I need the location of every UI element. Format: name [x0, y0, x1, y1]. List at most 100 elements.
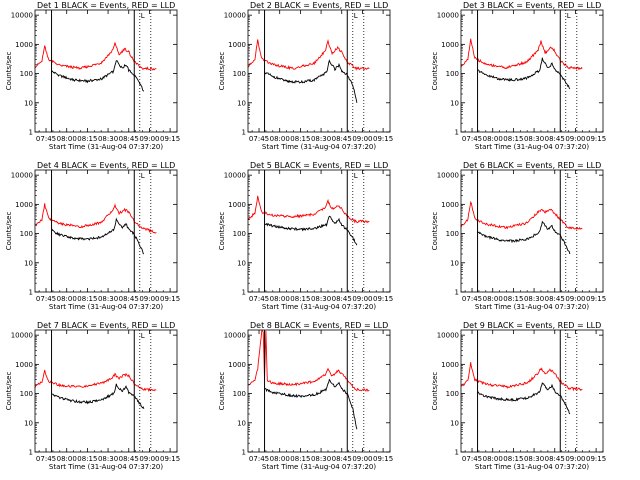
- y-axis-label: Counts/sec: [218, 372, 226, 411]
- detector-panel: Det 4 BLACK = Events, RED = LLD L 1 10 100 10…: [5, 161, 180, 311]
- x-tick-label: 08:45: [545, 135, 565, 143]
- y-tick-label: 1000: [15, 201, 33, 209]
- x-tick-label: 07:45: [462, 135, 482, 143]
- lld-series-line: [460, 200, 583, 230]
- y-tick-label: 10: [24, 259, 33, 267]
- x-tick-label: 08:00: [57, 295, 77, 303]
- y-tick-label: 1000: [441, 201, 459, 209]
- x-tick-label: 08:30: [311, 455, 331, 463]
- lld-series-line: [247, 38, 370, 71]
- events-series-line: [477, 220, 571, 255]
- plot-frame: [460, 9, 604, 133]
- x-axis-label: Start Time (31-Aug-04 07:37:20): [262, 303, 376, 311]
- x-tick-label: 08:30: [524, 455, 544, 463]
- x-tick-label: 08:15: [290, 135, 310, 143]
- y-tick-label: 100: [233, 230, 246, 238]
- y-axis-label: Counts/sec: [431, 212, 439, 251]
- x-tick-label: 08:45: [119, 455, 139, 463]
- y-axis-label: Counts/sec: [431, 52, 439, 91]
- lld-series-line: [460, 38, 583, 71]
- y-tick-label: 10000: [11, 172, 33, 180]
- marker-flag-label: L: [141, 332, 145, 340]
- panel-title: Det 2 BLACK = Events, RED = LLD: [250, 1, 388, 10]
- x-tick-label: 09:00: [352, 455, 372, 463]
- x-tick-label: 08:15: [503, 295, 523, 303]
- y-tick-label: 100: [20, 70, 33, 78]
- x-tick-label: 07:45: [249, 455, 269, 463]
- x-tick-label: 08:45: [545, 295, 565, 303]
- y-tick-label: 1000: [15, 41, 33, 49]
- x-tick-label: 08:15: [77, 295, 97, 303]
- x-tick-label: 08:45: [119, 295, 139, 303]
- x-tick-label: 07:45: [249, 135, 269, 143]
- y-tick-label: 1: [242, 449, 246, 457]
- y-tick-label: 100: [20, 390, 33, 398]
- x-tick-label: 08:15: [503, 455, 523, 463]
- x-tick-label: 08:00: [483, 455, 503, 463]
- y-tick-label: 1: [242, 289, 246, 297]
- x-axis-label: Start Time (31-Aug-04 07:37:20): [262, 143, 376, 151]
- events-series-line: [51, 60, 145, 92]
- y-tick-label: 10: [450, 259, 459, 267]
- x-tick-label: 09:00: [139, 455, 159, 463]
- plot-frame: [34, 169, 178, 293]
- y-tick-label: 1: [29, 129, 33, 137]
- lld-series-line: [34, 369, 157, 393]
- x-tick-label: 08:45: [332, 135, 352, 143]
- x-tick-label: 09:00: [565, 455, 585, 463]
- x-tick-label: 08:15: [290, 295, 310, 303]
- x-tick-label: 08:30: [98, 455, 118, 463]
- y-tick-label: 10: [24, 99, 33, 107]
- plot-frame: [460, 329, 604, 453]
- lld-series-line: [247, 195, 370, 224]
- detector-panel: Det 7 BLACK = Events, RED = LLD L 1 10 100 10…: [5, 321, 180, 471]
- x-tick-label: 09:00: [565, 135, 585, 143]
- y-tick-label: 10: [450, 419, 459, 427]
- x-axis-label: Start Time (31-Aug-04 07:37:20): [49, 303, 163, 311]
- x-tick-label: 09:00: [352, 135, 372, 143]
- panel-title: Det 1 BLACK = Events, RED = LLD: [37, 1, 175, 10]
- x-axis-label: Start Time (31-Aug-04 07:37:20): [49, 143, 163, 151]
- x-axis-label: Start Time (31-Aug-04 07:37:20): [475, 143, 589, 151]
- detector-panel: Det 9 BLACK = Events, RED = LLD L 1 10 100 10…: [431, 321, 606, 471]
- y-tick-label: 10000: [11, 332, 33, 340]
- panel-title: Det 3 BLACK = Events, RED = LLD: [463, 1, 601, 10]
- x-tick-label: 08:30: [524, 295, 544, 303]
- x-axis-label: Start Time (31-Aug-04 07:37:20): [475, 303, 589, 311]
- y-tick-label: 1: [455, 289, 459, 297]
- y-tick-label: 10: [24, 419, 33, 427]
- y-tick-label: 1: [455, 449, 459, 457]
- y-tick-label: 1000: [15, 361, 33, 369]
- x-tick-label: 08:45: [332, 295, 352, 303]
- plot-frame: [247, 329, 391, 453]
- x-tick-label: 08:30: [311, 295, 331, 303]
- marker-flag-label: L: [567, 12, 571, 20]
- y-tick-label: 10000: [437, 332, 459, 340]
- y-tick-label: 100: [446, 390, 459, 398]
- panel-title: Det 4 BLACK = Events, RED = LLD: [37, 161, 175, 170]
- x-tick-label: 09:15: [586, 135, 606, 143]
- x-tick-label: 09:00: [139, 135, 159, 143]
- x-tick-label: 09:15: [373, 135, 393, 143]
- y-tick-label: 1000: [441, 41, 459, 49]
- y-tick-label: 10000: [437, 12, 459, 20]
- y-axis-label: Counts/sec: [5, 52, 13, 91]
- detector-panel: Det 3 BLACK = Events, RED = LLD L 1 10 100 10…: [431, 1, 606, 151]
- detector-panel: Det 6 BLACK = Events, RED = LLD L 1 10 100 10…: [431, 161, 606, 311]
- marker-flag-label: L: [567, 172, 571, 180]
- plot-frame: [460, 169, 604, 293]
- x-tick-label: 07:45: [36, 295, 56, 303]
- lld-series-line: [34, 203, 157, 234]
- marker-flag-label: L: [141, 12, 145, 20]
- detector-panel: Det 8 BLACK = Events, RED = LLD L 1 10 100 10…: [218, 321, 393, 471]
- x-tick-label: 08:15: [290, 455, 310, 463]
- y-axis-label: Counts/sec: [218, 212, 226, 251]
- y-tick-label: 1000: [228, 41, 246, 49]
- x-axis-label: Start Time (31-Aug-04 07:37:20): [262, 463, 376, 471]
- x-tick-label: 09:15: [160, 455, 180, 463]
- y-tick-label: 100: [446, 230, 459, 238]
- y-tick-label: 1000: [228, 361, 246, 369]
- x-tick-label: 07:45: [249, 295, 269, 303]
- events-series-line: [477, 382, 571, 415]
